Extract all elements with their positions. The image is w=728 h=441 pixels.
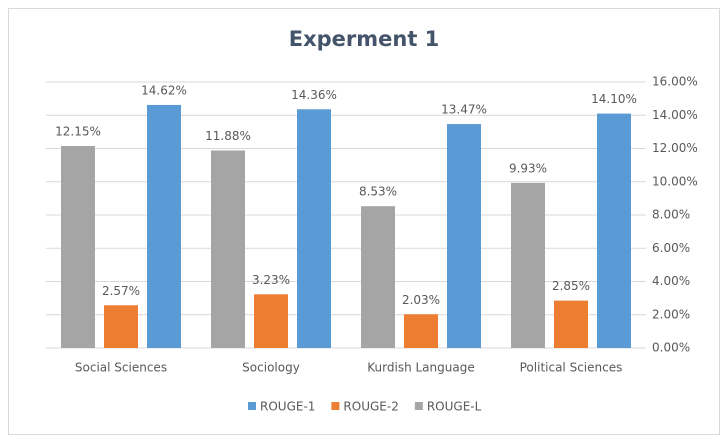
bar: [147, 104, 181, 348]
y-tick-label: 0.00%: [652, 341, 690, 355]
legend-swatch: [248, 402, 256, 410]
legend-label: ROUGE-1: [260, 400, 315, 414]
bar: [297, 109, 331, 348]
y-tick-label: 12.00%: [652, 141, 698, 155]
bar: [104, 305, 138, 348]
bar: [211, 150, 245, 348]
y-tick-label: 10.00%: [652, 174, 698, 188]
x-tick-label: Kurdish Language: [367, 361, 474, 375]
data-label: 2.03%: [402, 293, 440, 307]
y-tick-label: 4.00%: [652, 274, 690, 288]
legend-label: ROUGE-L: [427, 400, 482, 414]
y-tick-label: 14.00%: [652, 108, 698, 122]
data-label: 8.53%: [359, 185, 397, 199]
data-label: 14.36%: [291, 88, 337, 102]
bar: [447, 124, 481, 348]
bar: [254, 294, 288, 348]
bar: [511, 182, 545, 348]
data-label: 13.47%: [441, 103, 487, 117]
bar: [361, 206, 395, 348]
bar: [404, 314, 438, 348]
data-label: 11.88%: [205, 129, 251, 143]
data-label: 2.57%: [102, 284, 140, 298]
bar: [597, 113, 631, 349]
legend-swatch: [331, 402, 340, 410]
data-label: 3.23%: [252, 273, 290, 287]
legend-swatch: [414, 402, 423, 410]
data-label: 14.10%: [591, 92, 637, 106]
data-label: 14.62%: [141, 83, 187, 97]
bar: [554, 300, 588, 348]
data-label: 12.15%: [55, 125, 101, 139]
y-tick-label: 2.00%: [652, 307, 690, 321]
y-tick-label: 6.00%: [652, 241, 690, 255]
x-tick-label: Social Sciences: [75, 361, 167, 375]
chart-title: Experment 1: [289, 27, 440, 51]
legend-label: ROUGE-2: [343, 400, 398, 414]
y-tick-label: 8.00%: [652, 208, 690, 222]
data-label: 2.85%: [552, 279, 590, 293]
y-tick-label: 16.00%: [652, 75, 698, 89]
bar: [61, 146, 95, 348]
data-label: 9.93%: [509, 161, 547, 175]
x-tick-label: Political Sciences: [520, 361, 623, 375]
x-tick-label: Sociology: [242, 361, 300, 375]
